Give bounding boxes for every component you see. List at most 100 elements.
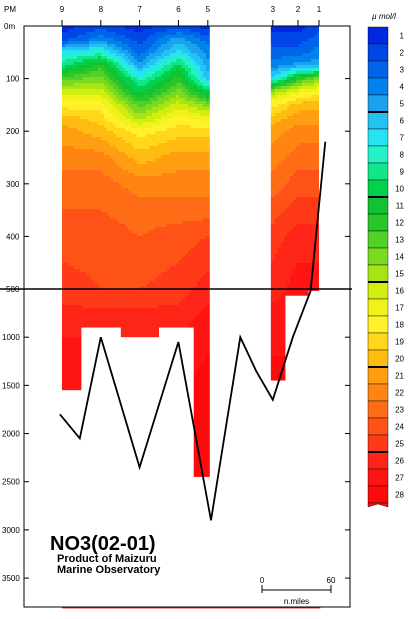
scale-bar: 0 60 n.miles xyxy=(260,576,336,606)
colorbar-label-23: 23 xyxy=(395,406,404,415)
seafloor-line xyxy=(59,141,327,521)
colorbar-swatch-4 xyxy=(367,77,389,96)
top-axis-prefix: PM xyxy=(4,5,16,14)
station-label-7: 7 xyxy=(137,5,142,14)
colorbar-swatch-20 xyxy=(367,349,389,368)
below-bottom-mask xyxy=(159,327,194,607)
colorbar-swatch-5 xyxy=(367,94,389,113)
colorbar-end-notch xyxy=(367,502,389,508)
colorbar-label-6: 6 xyxy=(400,117,405,126)
colorbar-swatch-23 xyxy=(367,400,389,419)
station-label-8: 8 xyxy=(99,5,104,14)
y-label-2500: 2500 xyxy=(2,478,20,487)
colorbar-swatch-17 xyxy=(367,298,389,317)
colorbar-label-15: 15 xyxy=(395,270,404,279)
colorbar-swatch-11 xyxy=(367,196,389,215)
colorbar-label-11: 11 xyxy=(396,202,405,211)
colorbar-label-22: 22 xyxy=(395,389,404,398)
colorbar-label-7: 7 xyxy=(400,134,405,143)
colorbar-swatch-28 xyxy=(367,485,389,504)
below-bottom-mask xyxy=(308,290,320,607)
colorbar-label-13: 13 xyxy=(395,236,404,245)
y-label-400: 400 xyxy=(6,232,20,241)
colorbar-swatch-7 xyxy=(367,128,389,147)
colorbar-swatch-25 xyxy=(367,434,389,453)
station-label-3: 3 xyxy=(271,5,276,14)
colorbar-swatch-12 xyxy=(367,213,389,232)
y-label-0m: 0m xyxy=(4,22,15,31)
colorbar-swatch-2 xyxy=(367,43,389,62)
colorbar-swatch-1 xyxy=(367,26,389,45)
colorbar-label-5: 5 xyxy=(400,100,405,109)
colorbar-label-19: 19 xyxy=(395,338,404,347)
below-bottom-mask xyxy=(81,327,121,607)
colorbar-swatch-18 xyxy=(367,315,389,334)
scale-bar-start-label: 0 xyxy=(260,576,265,585)
y-label-200: 200 xyxy=(6,127,20,136)
colorbar-swatch-13 xyxy=(367,230,389,249)
colorbar-label-20: 20 xyxy=(395,355,404,364)
y-label-3500: 3500 xyxy=(2,574,20,583)
colorbar-label-27: 27 xyxy=(395,474,404,483)
right-margin-mask xyxy=(319,26,349,607)
colorbar-label-3: 3 xyxy=(400,66,405,75)
station-label-1: 1 xyxy=(317,5,322,14)
colorbar-swatch-16 xyxy=(367,281,389,300)
colorbar-swatch-6 xyxy=(367,111,389,130)
colorbar-label-28: 28 xyxy=(395,491,404,500)
colorbar-swatch-21 xyxy=(367,366,389,385)
colorbar-label-2: 2 xyxy=(400,49,405,58)
y-label-2000: 2000 xyxy=(2,430,20,439)
chart-subtitle-line-2: Marine Observatory xyxy=(57,564,161,576)
colorbar-label-17: 17 xyxy=(395,304,404,313)
section-masks xyxy=(25,26,349,607)
colorbar-swatch-22 xyxy=(367,383,389,402)
below-bottom-mask xyxy=(120,337,160,607)
colorbar-label-9: 9 xyxy=(400,168,405,177)
chart-title: NO3(02-01) xyxy=(50,533,156,555)
colorbar-swatch-3 xyxy=(367,60,389,79)
y-label-500: 500 xyxy=(6,285,20,294)
y-label-1000: 1000 xyxy=(2,333,20,342)
colorbar: µ mol/l123456789101112131415161718192021… xyxy=(367,12,405,508)
colorbar-label-1: 1 xyxy=(400,32,405,41)
station-label-2: 2 xyxy=(296,5,301,14)
scale-bar-unit: n.miles xyxy=(284,597,309,606)
below-bottom-mask xyxy=(240,380,287,607)
y-label-1500: 1500 xyxy=(2,381,20,390)
station-label-9: 9 xyxy=(60,5,65,14)
colorbar-swatch-24 xyxy=(367,417,389,436)
below-bottom-mask xyxy=(285,295,310,607)
colorbar-label-18: 18 xyxy=(395,321,404,330)
colorbar-swatch-8 xyxy=(367,145,389,164)
below-bottom-mask xyxy=(193,476,241,607)
colorbar-swatch-15 xyxy=(367,264,389,283)
colorbar-label-26: 26 xyxy=(395,457,404,466)
station-label-5: 5 xyxy=(206,5,211,14)
colorbar-label-8: 8 xyxy=(400,151,405,160)
colorbar-swatch-9 xyxy=(367,162,389,181)
colorbar-swatch-26 xyxy=(367,451,389,470)
colorbar-label-10: 10 xyxy=(395,185,404,194)
colorbar-label-14: 14 xyxy=(395,253,404,262)
plot-frame xyxy=(23,25,351,608)
y-label-3000: 3000 xyxy=(2,526,20,535)
colorbar-label-25: 25 xyxy=(395,440,404,449)
colorbar-label-4: 4 xyxy=(400,83,405,92)
colorbar-label-16: 16 xyxy=(395,287,404,296)
colorbar-swatch-10 xyxy=(367,179,389,198)
colorbar-label-21: 21 xyxy=(395,372,404,381)
colorbar-unit: µ mol/l xyxy=(372,12,396,21)
colorbar-swatch-27 xyxy=(367,468,389,487)
seafloor-profile xyxy=(59,141,327,521)
below-bottom-mask xyxy=(62,390,83,607)
axes: PM 9 8 7 6 5 3 2 1 0m 100 200 300 400 500 1000 1500 2000 2… xyxy=(0,5,352,608)
y-label-100: 100 xyxy=(6,75,20,84)
left-margin-mask xyxy=(25,26,62,607)
scale-bar-end-label: 60 xyxy=(327,576,336,585)
station-label-6: 6 xyxy=(176,5,181,14)
y-label-300: 300 xyxy=(6,180,20,189)
colorbar-swatch-14 xyxy=(367,247,389,266)
